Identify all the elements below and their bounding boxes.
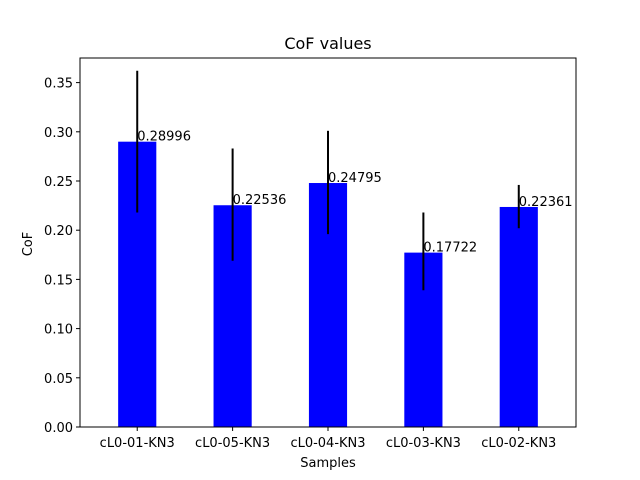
plot-area: 0.28996 0.22536 0.24795 0.17722 0.22361 — [79, 57, 577, 428]
y-tick-label-0.10: 0.10 — [44, 323, 73, 338]
error-bars-group — [136, 70, 520, 291]
x-tick-label-cL0-05-KN3: cL0-05-KN3 — [195, 436, 270, 451]
data-label-cL0-04-KN3: 0.24795 — [328, 171, 382, 186]
y-tick-label-0.15: 0.15 — [44, 273, 73, 288]
x-tick-label-cL0-04-KN3: cL0-04-KN3 — [290, 436, 365, 451]
data-label-cL0-03-KN3: 0.17722 — [423, 241, 477, 256]
y-tick-label-0.25: 0.25 — [44, 175, 73, 190]
chart-title: CoF values — [284, 34, 371, 53]
x-tick-label-cL0-03-KN3: cL0-03-KN3 — [386, 436, 461, 451]
y-tick-label-0.35: 0.35 — [44, 77, 73, 92]
y-tick-label-0.20: 0.20 — [44, 224, 73, 239]
data-label-cL0-01-KN3: 0.28996 — [137, 130, 191, 145]
y-axis-label: CoF — [21, 232, 36, 257]
bar-cL0-02-KN3 — [499, 206, 538, 427]
x-tick-label-cL0-02-KN3: cL0-02-KN3 — [481, 436, 556, 451]
data-label-cL0-05-KN3: 0.22536 — [233, 193, 287, 208]
data-labels-group: 0.28996 0.22536 0.24795 0.17722 0.22361 — [137, 130, 572, 256]
x-tick-label-cL0-01-KN3: cL0-01-KN3 — [100, 436, 175, 451]
y-tick-label-0.30: 0.30 — [44, 126, 73, 141]
data-label-cL0-02-KN3: 0.22361 — [519, 195, 573, 210]
x-axis-label: Samples — [300, 456, 356, 471]
y-axis: 0.00 0.05 0.10 0.15 0.20 0.25 0.30 0.35 — [44, 77, 80, 436]
y-tick-label-0.00: 0.00 — [44, 421, 73, 436]
y-tick-label-0.05: 0.05 — [44, 372, 73, 387]
x-axis: cL0-01-KN3 cL0-05-KN3 cL0-04-KN3 cL0-03-KN3… — [100, 427, 556, 451]
